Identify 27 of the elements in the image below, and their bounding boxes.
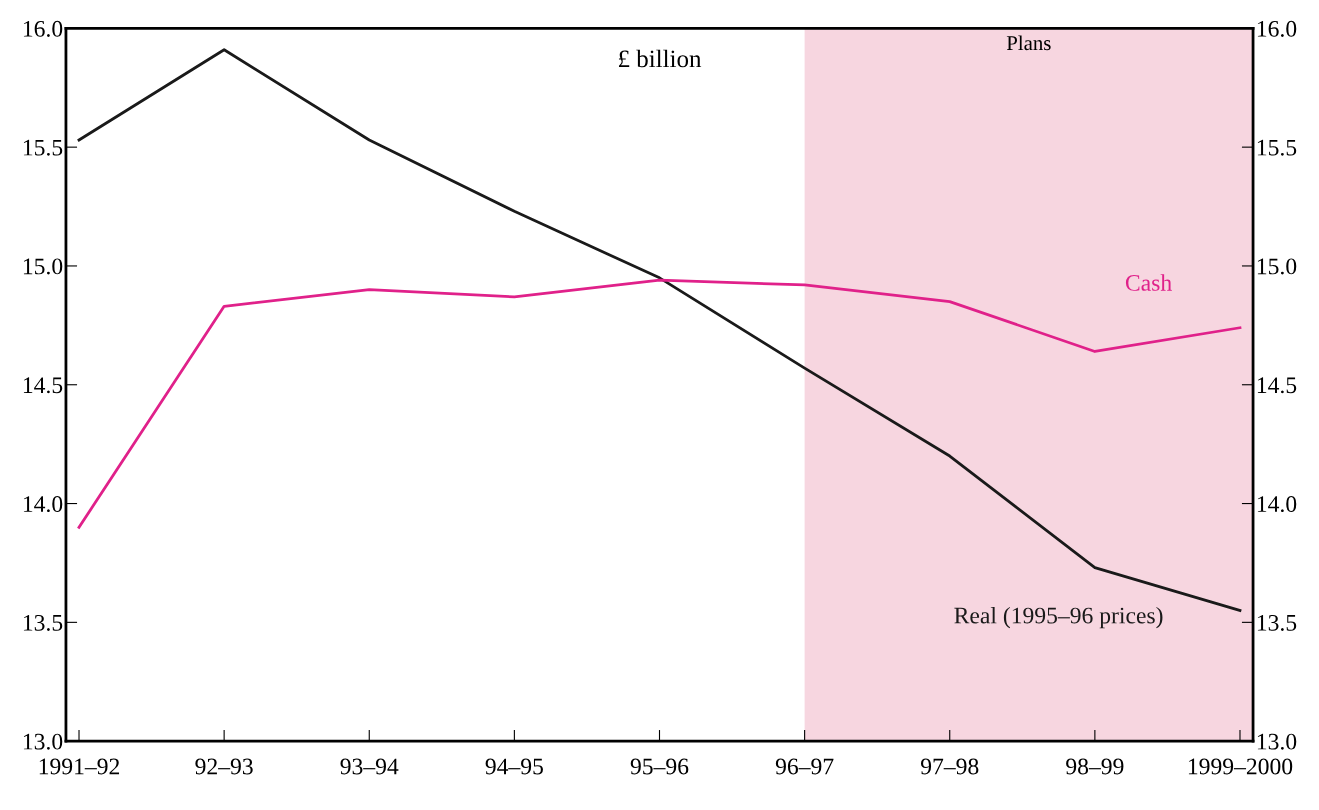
x-tick-label: 98–99 (1066, 758, 1124, 775)
x-tick-label: 96–97 (775, 758, 834, 775)
band-label: Plans (1006, 35, 1051, 51)
series-label: Real (1995–96 prices) (954, 606, 1163, 629)
y-tick-label: 15.0 (23, 258, 63, 275)
x-tick-label: 92–93 (195, 758, 253, 775)
y-tick-label: 13.0 (23, 733, 63, 750)
x-tick-label: 95–96 (630, 758, 689, 775)
y-tick-label: 14.0 (23, 496, 63, 513)
y2-tick-label: 15.5 (1257, 139, 1297, 156)
y-tick-label: 16.0 (23, 20, 63, 37)
text: Cash (1125, 274, 1172, 291)
x-tick-label: 1991–92 (39, 758, 120, 775)
x-tick-label: 1999–2000 (1188, 758, 1293, 775)
y2-tick-label: 13.5 (1257, 614, 1297, 631)
x-tick-label: 97–98 (920, 758, 979, 775)
annotation: £ billion (618, 49, 702, 68)
x-tick-label: 94–95 (485, 758, 543, 775)
y2-tick-label: 14.0 (1257, 496, 1297, 513)
y2-tick-label: 16.0 (1257, 20, 1297, 37)
y2-tick-label: 15.0 (1257, 258, 1297, 275)
y2-tick-label: 14.5 (1257, 377, 1297, 394)
y-tick-label: 13.5 (23, 614, 63, 631)
x-tick-label: 93–94 (340, 758, 399, 775)
y-tick-label: 14.5 (23, 377, 63, 394)
y-tick-label: 15.5 (23, 139, 63, 156)
y2-tick-label: 13.0 (1257, 733, 1297, 750)
